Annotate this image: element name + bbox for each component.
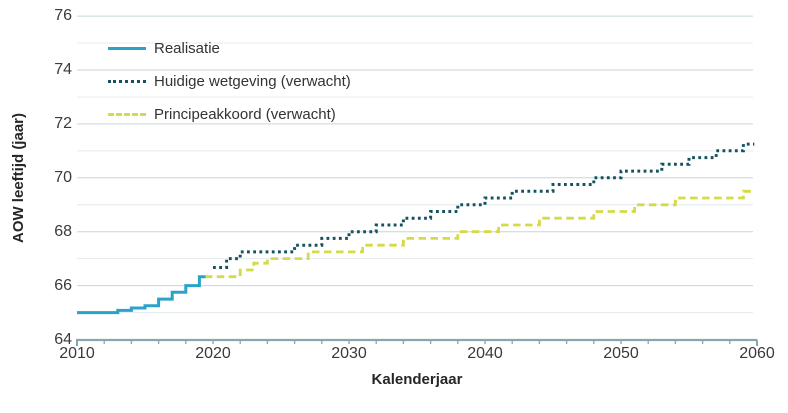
legend-line-dashed-icon bbox=[108, 112, 146, 116]
x-tick-label-2020: 2020 bbox=[195, 345, 231, 362]
legend-label: Principeakkoord (verwacht) bbox=[154, 105, 336, 123]
legend-item-huidige-wetgeving: Huidige wetgeving (verwacht) bbox=[108, 69, 351, 93]
legend-line-dotted-icon bbox=[108, 79, 146, 83]
y-tick-label-68: 68 bbox=[54, 222, 72, 240]
legend-item-realisatie: Realisatie bbox=[108, 36, 351, 60]
x-tick-label-2030: 2030 bbox=[331, 345, 367, 362]
x-axis-title: Kalenderjaar bbox=[371, 371, 463, 388]
legend-item-principeakkoord: Principeakkoord (verwacht) bbox=[108, 102, 351, 126]
x-tick-label-2010: 2010 bbox=[59, 345, 95, 362]
y-tick-label-76: 76 bbox=[54, 7, 72, 25]
y-tick-label-64: 64 bbox=[54, 330, 72, 348]
chart-legend: Realisatie Huidige wetgeving (verwacht) … bbox=[108, 36, 351, 135]
legend-line-solid-icon bbox=[108, 46, 146, 50]
x-tick-label-2050: 2050 bbox=[603, 345, 639, 362]
legend-label: Realisatie bbox=[154, 39, 220, 57]
legend-label: Huidige wetgeving (verwacht) bbox=[154, 72, 351, 90]
y-tick-label-66: 66 bbox=[54, 276, 72, 294]
y-tick-label-70: 70 bbox=[54, 168, 72, 186]
y-tick-label-72: 72 bbox=[54, 114, 72, 132]
series-line-realisatie bbox=[77, 275, 206, 315]
x-tick-label-2060: 2060 bbox=[739, 345, 775, 362]
x-tick-label-2040: 2040 bbox=[467, 345, 503, 362]
series-line-principeakkoord-verwacht bbox=[204, 189, 755, 279]
y-tick-label-74: 74 bbox=[54, 61, 72, 78]
